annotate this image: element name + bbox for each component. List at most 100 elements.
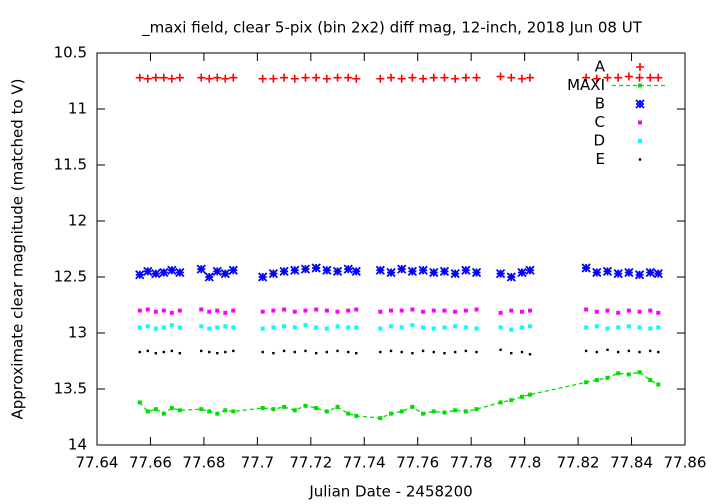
data-point	[649, 349, 652, 353]
data-point	[471, 267, 482, 278]
legend-label: MAXI	[567, 76, 605, 94]
data-point	[301, 73, 310, 82]
data-point	[170, 349, 174, 353]
data-point	[346, 411, 351, 416]
data-point	[410, 404, 415, 409]
data-point	[146, 349, 149, 353]
data-point	[431, 409, 436, 414]
plot-frame	[96, 52, 686, 446]
data-point	[442, 325, 447, 330]
data-point	[442, 308, 447, 313]
data-point	[282, 324, 287, 329]
data-point	[653, 269, 663, 279]
data-point	[215, 411, 220, 416]
y-tick-label: 10.5	[54, 44, 87, 62]
data-point	[207, 409, 212, 414]
data-point	[499, 348, 502, 351]
x-tick-label: 77.76	[396, 454, 439, 472]
data-point	[169, 323, 174, 328]
data-point	[498, 325, 503, 330]
data-point	[592, 74, 601, 83]
data-point	[474, 307, 479, 312]
data-point	[646, 73, 655, 82]
data-point	[231, 308, 236, 313]
data-point	[411, 351, 414, 355]
data-point	[213, 73, 222, 82]
data-point	[463, 325, 468, 330]
legend-label: E	[596, 150, 605, 168]
data-point	[205, 74, 214, 83]
data-point	[177, 325, 182, 330]
data-point	[379, 350, 382, 354]
data-point	[161, 308, 166, 313]
data-point	[200, 349, 203, 353]
data-point	[167, 74, 176, 83]
data-point	[410, 323, 415, 328]
legend-label: A	[595, 58, 606, 76]
data-point	[145, 409, 150, 414]
data-point	[614, 73, 623, 82]
data-point	[605, 375, 610, 380]
data-point	[429, 267, 439, 278]
data-point	[207, 309, 212, 314]
data-point	[613, 269, 623, 279]
data-point	[197, 73, 206, 82]
data-point	[304, 349, 307, 353]
data-point	[606, 348, 609, 351]
data-point	[432, 350, 435, 354]
data-point	[475, 350, 478, 354]
data-point	[400, 350, 403, 354]
data-point	[637, 370, 642, 375]
data-point	[656, 310, 661, 315]
data-point	[135, 73, 144, 82]
data-point	[594, 378, 599, 383]
data-point	[216, 351, 219, 355]
data-point	[175, 73, 184, 82]
data-point	[292, 408, 297, 413]
data-point	[517, 74, 526, 83]
data-point	[336, 349, 339, 353]
data-point	[159, 73, 168, 82]
data-point	[509, 327, 514, 332]
data-point	[207, 326, 212, 331]
data-point	[399, 325, 404, 330]
data-point	[268, 269, 279, 279]
data-point	[228, 265, 238, 275]
legend-label: D	[593, 132, 605, 150]
data-point	[354, 413, 359, 418]
data-point	[208, 350, 211, 354]
data-point	[314, 351, 318, 355]
data-point	[137, 325, 142, 330]
data-point	[386, 267, 396, 278]
data-point	[159, 267, 169, 278]
data-point	[387, 73, 395, 82]
legend-label: C	[595, 113, 605, 131]
legend-marker	[636, 63, 644, 71]
data-point	[605, 326, 610, 331]
data-point	[279, 266, 289, 277]
x-tick-label: 77.78	[450, 454, 493, 472]
data-point	[177, 408, 182, 413]
data-point	[314, 406, 319, 411]
data-point	[272, 351, 275, 355]
data-point	[389, 308, 393, 313]
chart-title: _maxi field, clear 5-pix (bin 2x2) diff …	[141, 19, 643, 38]
data-point	[178, 351, 182, 355]
data-point	[509, 308, 514, 313]
data-point	[626, 324, 631, 329]
data-point	[354, 325, 359, 330]
data-point	[584, 349, 588, 353]
data-point	[335, 324, 340, 329]
data-point	[498, 310, 503, 315]
data-point	[453, 324, 458, 329]
data-point	[231, 325, 236, 330]
data-point	[624, 72, 633, 81]
data-point	[143, 266, 153, 277]
data-point	[634, 270, 645, 280]
data-point	[592, 267, 602, 278]
data-point	[324, 409, 329, 414]
data-point	[343, 264, 353, 274]
data-point	[282, 307, 287, 312]
data-point	[626, 308, 631, 313]
